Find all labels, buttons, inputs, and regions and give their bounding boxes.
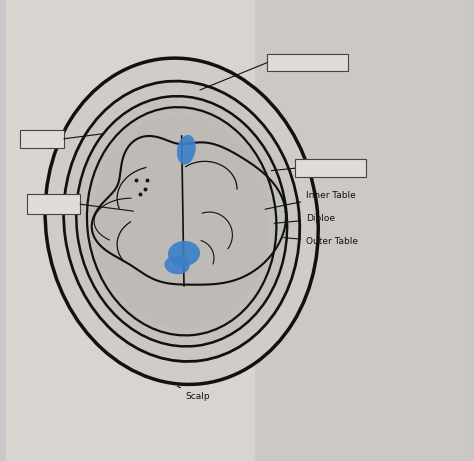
- Ellipse shape: [164, 256, 190, 274]
- Bar: [255, 0, 467, 461]
- Ellipse shape: [64, 81, 300, 361]
- Bar: [27, 194, 80, 214]
- Ellipse shape: [177, 135, 196, 165]
- Text: Diploe: Diploe: [274, 214, 335, 223]
- Text: Scalp: Scalp: [177, 386, 210, 401]
- Bar: [295, 159, 366, 177]
- Text: Inner Table: Inner Table: [265, 191, 356, 209]
- Text: Outer Table: Outer Table: [283, 237, 358, 246]
- Ellipse shape: [87, 107, 276, 336]
- Bar: [20, 130, 64, 148]
- Ellipse shape: [76, 96, 287, 346]
- Ellipse shape: [168, 241, 200, 266]
- Ellipse shape: [45, 58, 318, 384]
- Ellipse shape: [94, 115, 270, 327]
- Bar: [7, 0, 255, 461]
- Bar: [267, 54, 347, 71]
